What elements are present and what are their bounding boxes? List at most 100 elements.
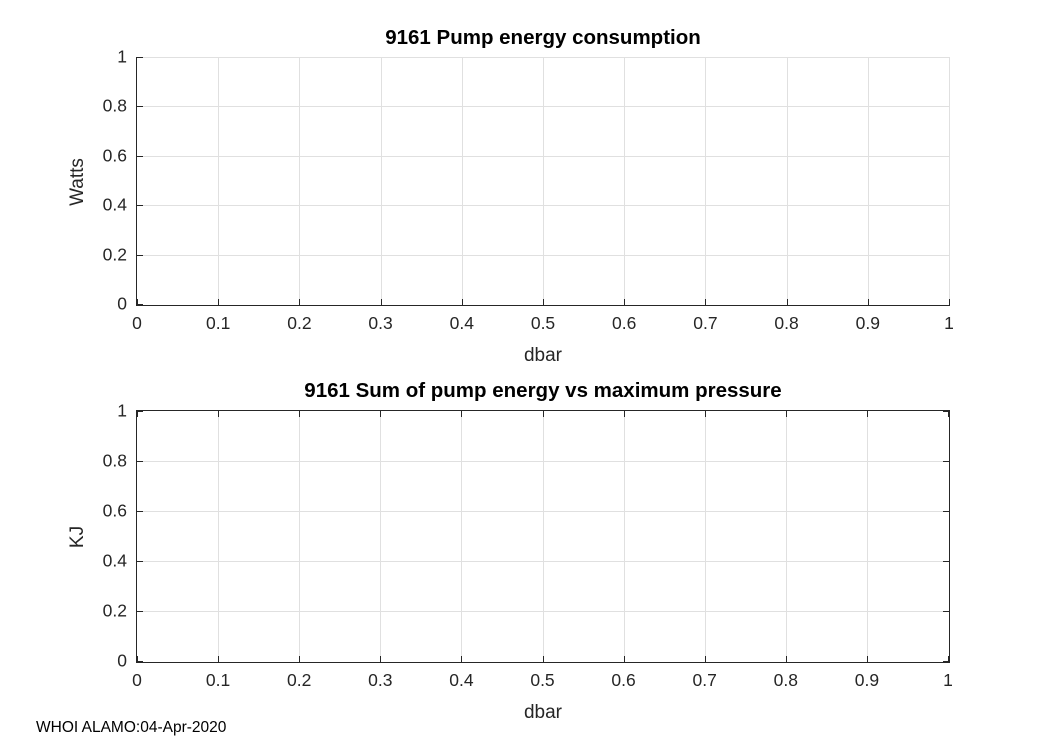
y-tick-mark [137, 304, 143, 305]
plot-area: 0 0.1 0.2 0.3 0.4 0.5 0.6 0.7 0.8 0.9 1 0 0.2 0.4 0.6 0… [103, 402, 953, 689]
chart-title: 9161 Pump energy consumption [385, 26, 701, 50]
x-tick-mark-top [137, 411, 138, 417]
x-tick-mark-top [948, 411, 949, 417]
x-tick-mark [380, 656, 382, 662]
x-tick-label: 0.5 [530, 670, 555, 690]
gridline [137, 511, 949, 512]
x-tick-mark [543, 299, 544, 305]
x-tick-label: 0.1 [205, 670, 231, 690]
x-tick-mark-top [299, 411, 301, 417]
x-tick-label: 1 [944, 313, 954, 333]
y-tick-mark [137, 254, 143, 256]
y-tick-label: 0.2 [102, 243, 127, 264]
y-tick-mark-right [943, 661, 949, 662]
gridline [137, 205, 950, 207]
x-tick-label: 0.8 [774, 313, 799, 333]
gridline [785, 411, 787, 662]
gridline [949, 57, 950, 305]
x-tick-mark [218, 299, 220, 305]
x-axis-label: dbar [523, 702, 563, 723]
x-tick-label: 0.9 [855, 313, 880, 333]
x-tick-mark [218, 656, 220, 662]
x-tick-label: 0.3 [368, 670, 393, 690]
gridline [137, 57, 950, 58]
y-tick-mark-right [943, 611, 949, 612]
y-tick-label: 0.2 [102, 600, 127, 621]
gridline [786, 57, 788, 305]
gridline [137, 254, 950, 256]
gridline [542, 411, 544, 662]
x-tick-label: 1 [943, 670, 953, 690]
x-tick-mark [949, 299, 950, 305]
y-tick-label: 0 [117, 650, 127, 671]
x-tick-label: 0.3 [368, 313, 393, 333]
y-tick-mark [137, 411, 143, 412]
x-tick-mark [542, 656, 544, 662]
pump-energy-consumption-chart: 9161 Pump energy consumption Watts 0 0.1 0… [67, 27, 954, 366]
x-tick-mark [299, 656, 301, 662]
y-tick-mark [137, 106, 143, 108]
x-axis-label: dbar [523, 345, 563, 366]
x-tick-mark [461, 656, 463, 662]
gridline [299, 57, 301, 305]
y-tick-label: 1 [117, 400, 127, 421]
y-tick-mark [137, 511, 143, 512]
y-tick-label: 0 [117, 293, 127, 314]
y-tick-mark [137, 661, 143, 662]
y-tick-mark-right [943, 411, 949, 412]
gridline [867, 57, 869, 305]
x-tick-label: 0.8 [773, 670, 798, 690]
gridline [137, 611, 949, 612]
y-tick-label: 0.4 [102, 550, 127, 571]
x-tick-mark-top [542, 411, 544, 417]
x-tick-label: 0.4 [449, 313, 474, 333]
x-tick-label: 0.7 [693, 313, 718, 333]
y-tick-mark [137, 57, 143, 58]
x-tick-mark [785, 656, 787, 662]
gridline [623, 411, 625, 662]
y-tick-mark [137, 205, 143, 207]
y-tick-label: 0.8 [102, 450, 127, 471]
gridline [461, 57, 463, 305]
gridline [705, 57, 707, 305]
x-tick-mark-top [380, 411, 382, 417]
gridline [380, 411, 382, 662]
gridline [137, 561, 949, 562]
x-tick-label: 0.2 [287, 670, 312, 690]
x-tick-label: 0.6 [611, 670, 636, 690]
x-tick-mark-top [461, 411, 463, 417]
y-tick-label: 0.4 [102, 194, 127, 215]
x-tick-mark-top [785, 411, 787, 417]
figure-footer-text: WHOI ALAMO:04-Apr-2020 [36, 719, 227, 736]
plot-area: 0 0.1 0.2 0.3 0.4 0.5 0.6 0.7 0.8 0.9 1 0 0.2 0.4 0.6 0… [103, 48, 954, 332]
gridline [218, 57, 220, 305]
x-tick-label: 0.2 [287, 313, 312, 333]
x-tick-mark [866, 656, 868, 662]
y-tick-mark [137, 611, 143, 612]
x-tick-mark-top [866, 411, 868, 417]
gridline [137, 106, 950, 108]
y-tick-mark-right [943, 461, 949, 462]
x-tick-mark [624, 299, 626, 305]
y-tick-mark [137, 561, 143, 562]
gridline [137, 461, 949, 462]
x-tick-mark-top [623, 411, 625, 417]
x-tick-mark [867, 299, 869, 305]
gridline [866, 411, 868, 662]
gridline [704, 411, 706, 662]
y-axis-label: KJ [67, 525, 88, 548]
y-axis-label: Watts [67, 157, 88, 206]
gridline [218, 411, 220, 662]
x-tick-label: 0 [132, 670, 142, 690]
gridline [299, 411, 301, 662]
x-tick-mark [623, 656, 625, 662]
gridline [380, 57, 382, 305]
x-tick-mark [786, 299, 788, 305]
x-tick-mark [704, 656, 706, 662]
x-tick-mark [380, 299, 382, 305]
y-tick-mark [137, 461, 143, 462]
y-tick-label: 0.6 [102, 145, 127, 166]
y-tick-mark-right [943, 561, 949, 562]
y-tick-mark [137, 155, 143, 157]
x-tick-label: 0.4 [449, 670, 474, 690]
